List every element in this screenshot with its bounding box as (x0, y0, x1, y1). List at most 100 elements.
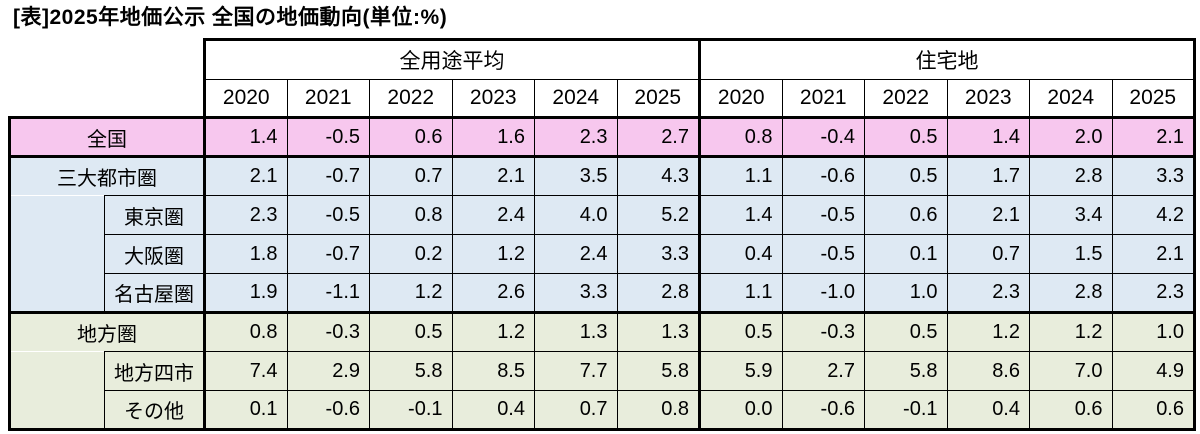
row-label: 名古屋圏 (104, 273, 205, 314)
data-cell: 1.5 (1029, 234, 1113, 274)
data-cell: 2.9 (286, 351, 370, 391)
data-cell: 2.8 (1029, 156, 1113, 196)
row-label: 大阪圏 (104, 234, 205, 274)
data-cell: -0.1 (369, 390, 453, 431)
data-cell: 7.7 (534, 351, 618, 391)
header-corner-blank (9, 39, 205, 118)
data-cell: -1.1 (286, 273, 370, 314)
data-cell: 2.1 (1111, 234, 1196, 274)
data-cell: -1.0 (781, 273, 865, 314)
data-cell: 3.5 (534, 156, 618, 196)
data-cell: 2.3 (203, 195, 288, 235)
year-header: 2021 (781, 79, 865, 118)
data-cell: 1.4 (203, 116, 288, 158)
data-cell: -0.5 (286, 116, 370, 158)
data-cell: 2.3 (946, 273, 1030, 314)
data-cell: 2.0 (1029, 116, 1113, 158)
data-cell: -0.3 (781, 311, 865, 352)
data-cell: 0.7 (534, 390, 618, 431)
data-cell: 2.3 (534, 116, 618, 158)
data-cell: 1.1 (698, 156, 783, 196)
data-cell: -0.1 (864, 390, 948, 431)
year-header: 2023 (451, 79, 535, 118)
row-label: 三大都市圏 (8, 156, 205, 196)
table-row-metro: 三大都市圏 2.1 -0.7 0.7 2.1 3.5 4.3 1.1 -0.6 … (8, 156, 1196, 196)
data-cell: 0.5 (864, 311, 948, 352)
table-row-national: 全国 1.4 -0.5 0.6 1.6 2.3 2.7 0.8 -0.4 0.5… (8, 116, 1196, 158)
data-cell: 7.0 (1029, 351, 1113, 391)
page-title: [表]2025年地価公示 全国の地価動向(単位:%) (13, 6, 448, 29)
data-cell: 0.8 (616, 390, 700, 431)
data-cell: 3.3 (616, 234, 700, 274)
data-cell: -0.6 (286, 390, 370, 431)
row-label: 全国 (8, 116, 205, 158)
data-cell: 0.5 (369, 311, 453, 352)
data-cell: 2.8 (616, 273, 700, 314)
data-cell: -0.5 (781, 195, 865, 235)
data-cell: 2.1 (451, 156, 535, 196)
data-cell: 1.9 (203, 273, 288, 314)
data-cell: -0.6 (781, 156, 865, 196)
group-spacer (8, 195, 105, 313)
data-cell: 4.9 (1111, 351, 1196, 391)
data-cell: 4.0 (534, 195, 618, 235)
data-cell: 4.2 (1111, 195, 1196, 235)
data-cell: 0.4 (946, 390, 1030, 431)
year-header: 2023 (946, 79, 1030, 118)
data-cell: 1.6 (451, 116, 535, 158)
table-row-nagoya: 名古屋圏 1.9 -1.1 1.2 2.6 3.3 2.8 1.1 -1.0 1… (10, 273, 1196, 314)
data-cell: 0.4 (451, 390, 535, 431)
year-header: 2024 (534, 79, 618, 118)
data-cell: 1.8 (203, 234, 288, 274)
data-cell: 8.5 (451, 351, 535, 391)
data-cell: 0.5 (698, 311, 783, 352)
year-header: 2020 (698, 79, 783, 118)
table-row-osaka: 大阪圏 1.8 -0.7 0.2 1.2 2.4 3.3 0.4 -0.5 0.… (10, 234, 1196, 274)
data-cell: -0.7 (286, 156, 370, 196)
data-cell: -0.6 (781, 390, 865, 431)
year-header: 2025 (1111, 79, 1196, 118)
data-cell: 1.2 (451, 311, 535, 352)
data-cell: 1.4 (698, 195, 783, 235)
data-cell: 1.2 (1029, 311, 1113, 352)
data-cell: 1.2 (451, 234, 535, 274)
data-cell: 1.4 (946, 116, 1030, 158)
header-group-row: 全用途平均 住宅地 (9, 38, 1196, 118)
year-header: 2022 (864, 79, 948, 118)
year-header: 2020 (203, 79, 288, 118)
data-cell: 0.1 (203, 390, 288, 431)
data-cell: -0.5 (286, 195, 370, 235)
data-cell: -0.3 (286, 311, 370, 352)
data-cell: 0.4 (698, 234, 783, 274)
data-cell: 1.2 (946, 311, 1030, 352)
data-cell: 0.6 (1111, 390, 1196, 431)
header-year-row: 2020 2021 2022 2023 2024 2025 2020 2021 … (10, 79, 1196, 118)
data-cell: 0.2 (369, 234, 453, 274)
data-cell: 0.8 (698, 116, 783, 158)
table-row-tokyo: 東京圏 2.3 -0.5 0.8 2.4 4.0 5.2 1.4 -0.5 0.… (8, 195, 1196, 313)
data-cell: 3.3 (534, 273, 618, 314)
data-cell: 0.8 (203, 311, 288, 352)
header-group-residential: 住宅地 (698, 38, 1196, 80)
data-cell: 1.0 (1111, 311, 1196, 352)
data-cell: 5.8 (616, 351, 700, 391)
group-spacer (8, 351, 105, 431)
data-cell: 0.1 (864, 234, 948, 274)
header-group-alluse: 全用途平均 (203, 38, 700, 80)
data-cell: 0.5 (864, 116, 948, 158)
data-cell: 0.0 (698, 390, 783, 431)
data-cell: 2.1 (203, 156, 288, 196)
table-row-fourcities: 地方四市 7.4 2.9 5.8 8.5 7.7 5.8 5.9 2.7 5.8… (8, 351, 1196, 431)
data-cell: 0.7 (946, 234, 1030, 274)
data-cell: 0.6 (1029, 390, 1113, 431)
data-cell: 5.8 (864, 351, 948, 391)
year-header: 2025 (616, 79, 700, 118)
data-cell: 5.2 (616, 195, 700, 235)
data-cell: 2.4 (451, 195, 535, 235)
data-cell: 8.6 (946, 351, 1030, 391)
year-header: 2021 (286, 79, 370, 118)
table-row-other: その他 0.1 -0.6 -0.1 0.4 0.7 0.8 0.0 -0.6 -… (10, 390, 1196, 431)
year-header: 2022 (369, 79, 453, 118)
row-label: 地方圏 (8, 311, 205, 352)
data-cell: 2.7 (781, 351, 865, 391)
